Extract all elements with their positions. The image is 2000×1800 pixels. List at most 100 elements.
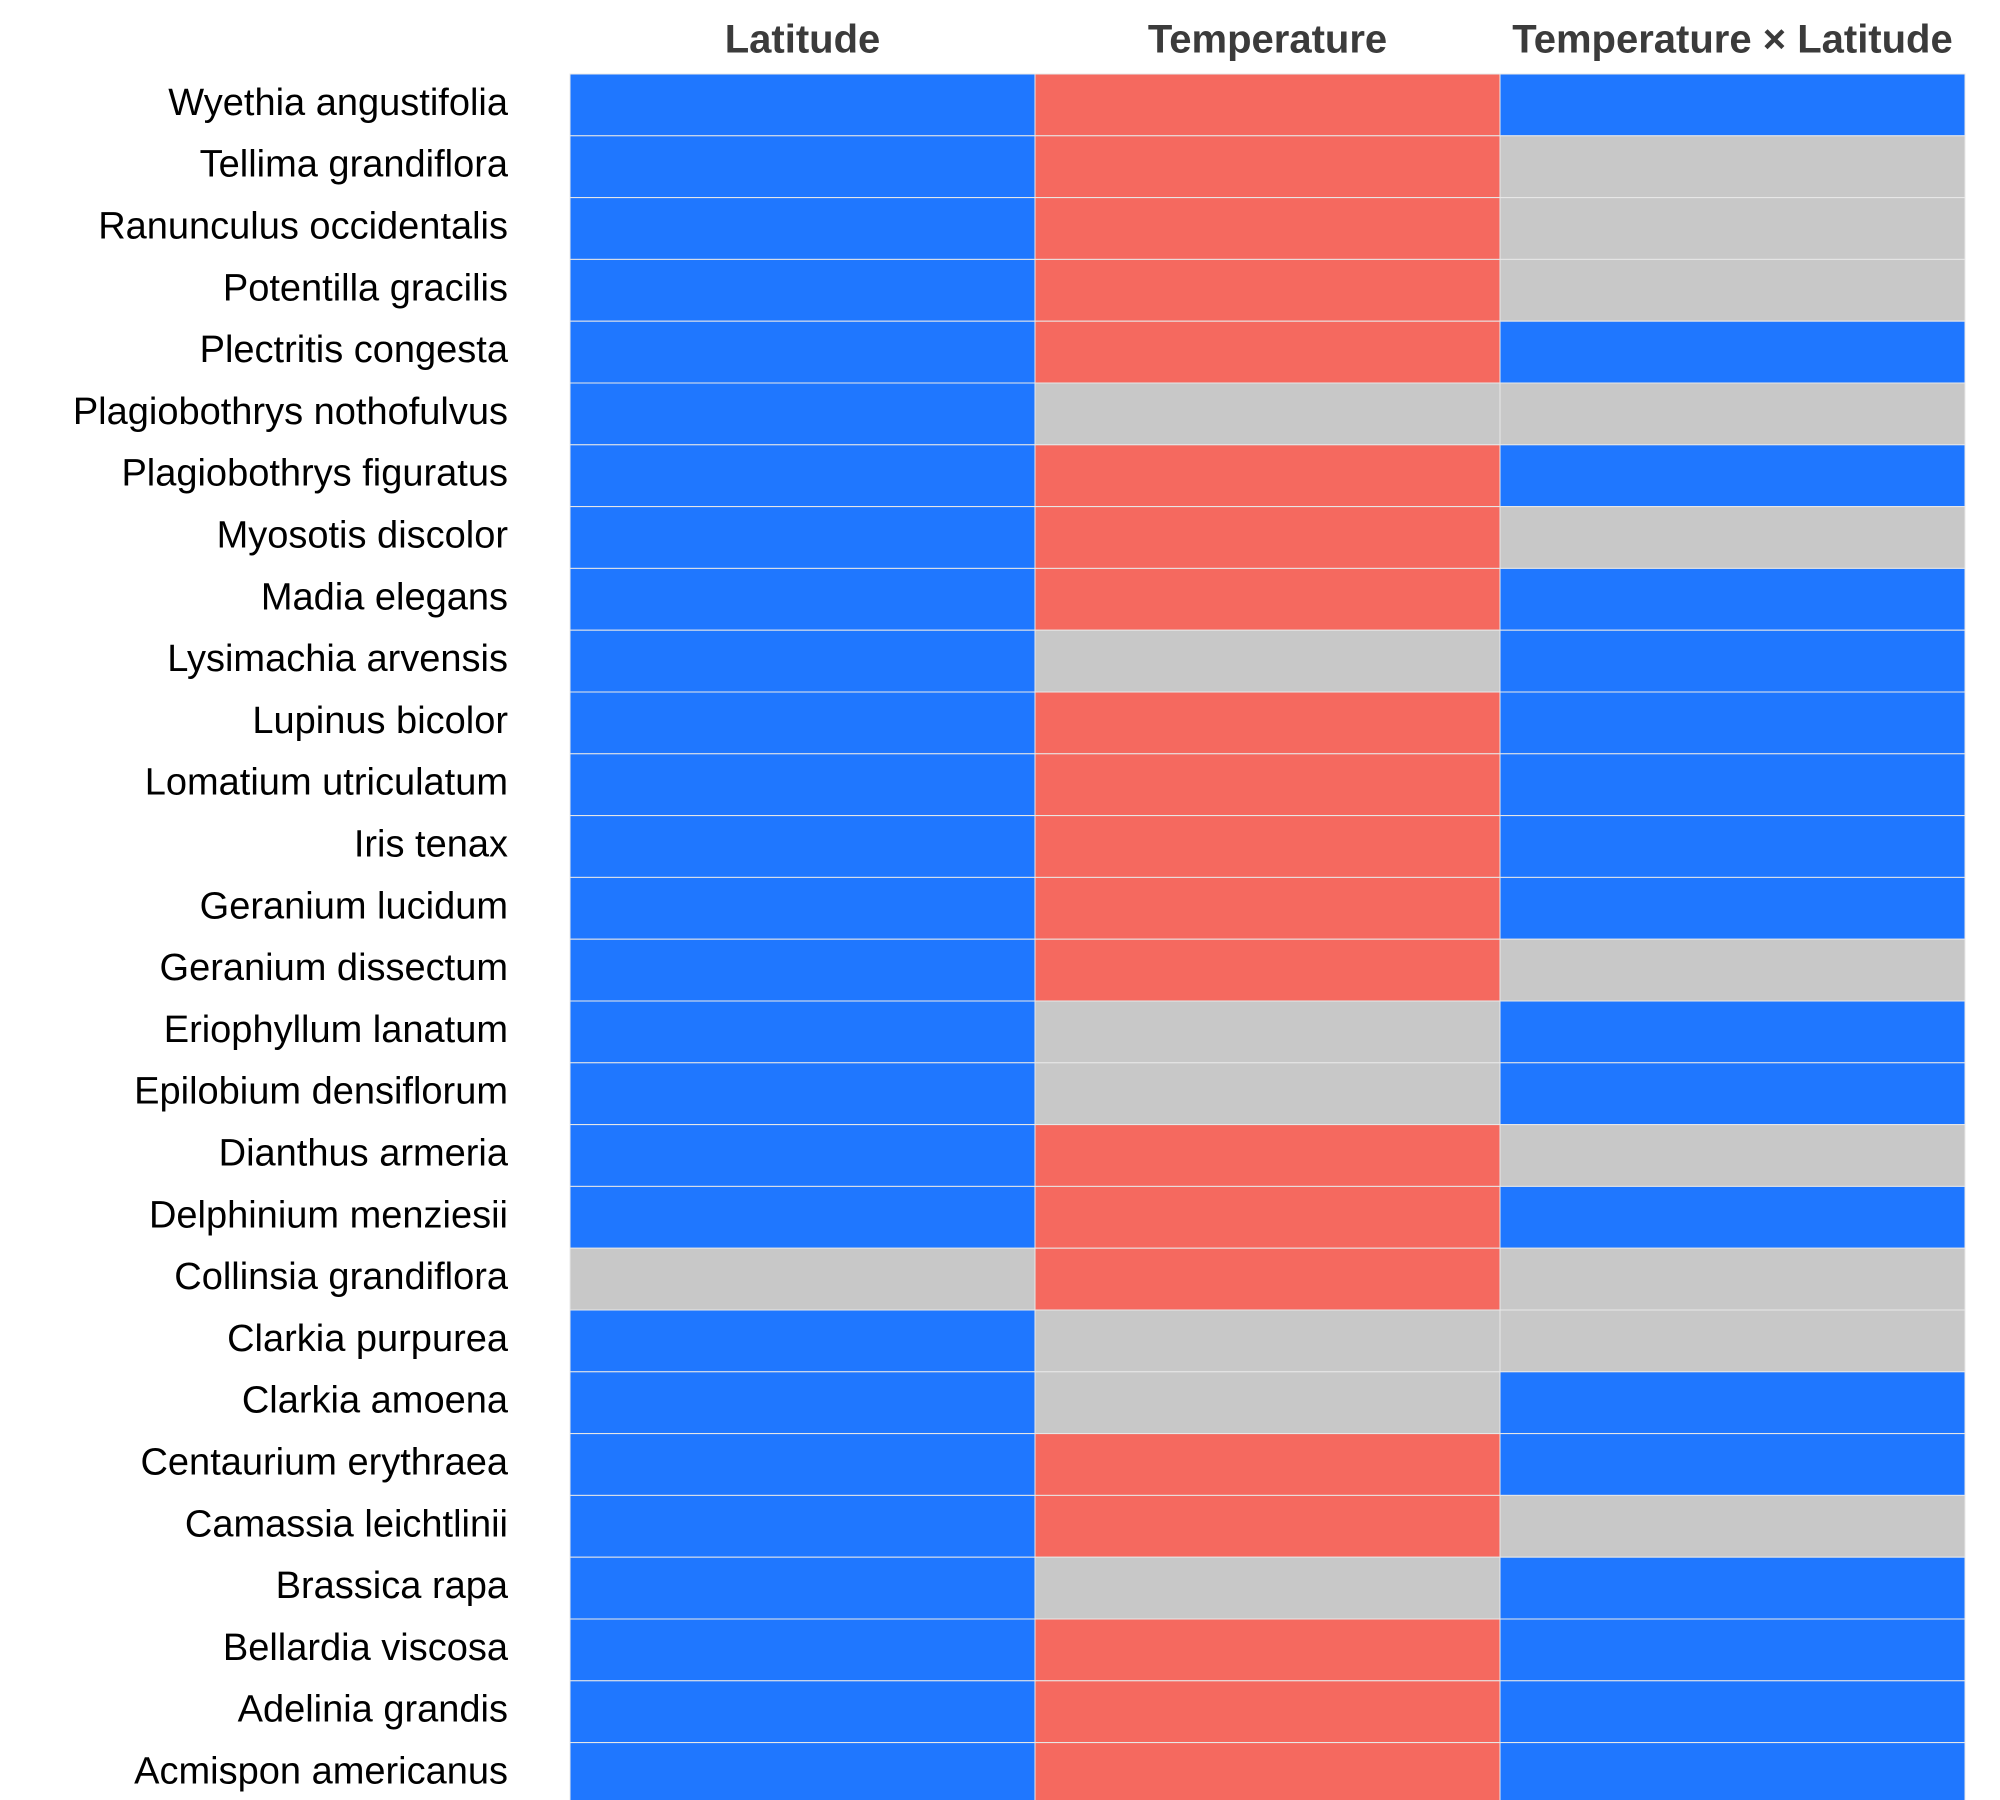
heatmap-cell (569, 135, 1036, 199)
heatmap-cell (1034, 1185, 1501, 1249)
heatmap-cell (1499, 815, 1966, 878)
heatmap-cell (569, 382, 1036, 446)
heatmap-cell (1499, 506, 1966, 569)
heatmap-cell (569, 1371, 1036, 1435)
heatmap-cell (1499, 1000, 1966, 1064)
heatmap-cell (1034, 753, 1501, 817)
heatmap-cell (569, 444, 1036, 508)
heatmap-cell (569, 876, 1036, 940)
heatmap-cell (1034, 629, 1501, 693)
heatmap-cell (569, 1556, 1036, 1620)
row-label: Plagiobothrys nothofulvus (73, 391, 508, 433)
heatmap-cell (569, 197, 1036, 260)
row-label: Brassica rapa (276, 1565, 509, 1607)
heatmap-cell (1499, 691, 1966, 755)
heatmap-cell (1499, 444, 1966, 508)
heatmap-cell (1034, 1309, 1501, 1373)
heatmap-cell (1034, 73, 1501, 137)
heatmap-cell (569, 1000, 1036, 1064)
row-label: Tellima grandiflora (200, 144, 509, 186)
heatmap-cell (1034, 1556, 1501, 1620)
heatmap-cell (1034, 938, 1501, 1002)
heatmap-cell (1499, 73, 1966, 137)
row-label: Epilobium densiflorum (134, 1071, 508, 1113)
row-label: Clarkia purpurea (227, 1318, 509, 1360)
row-label: Iris tenax (354, 824, 508, 866)
heatmap-cell (1034, 506, 1501, 569)
row-label: Geranium dissectum (160, 947, 508, 989)
row-label: Bellardia viscosa (223, 1627, 509, 1669)
heatmap-cell (1034, 320, 1501, 384)
row-label: Lomatium utriculatum (145, 762, 508, 804)
heatmap-cell (569, 1062, 1036, 1126)
heatmap-cell (1499, 320, 1966, 384)
heatmap-cell (569, 938, 1036, 1002)
heatmap-cell (1034, 815, 1501, 878)
heatmap-cell (569, 320, 1036, 384)
heatmap-cell (1034, 1247, 1501, 1311)
heatmap-cell (1499, 1185, 1966, 1249)
heatmap-cell (1499, 753, 1966, 817)
heatmap-cell (1034, 1000, 1501, 1064)
row-label: Adelinia grandis (238, 1689, 508, 1731)
column-label: Temperature (1148, 18, 1387, 62)
heatmap-cell (1034, 1494, 1501, 1558)
heatmap-cell (569, 753, 1036, 817)
heatmap-cell (569, 258, 1036, 322)
heatmap-cell (1499, 1371, 1966, 1435)
heatmap-cell (1499, 1742, 1966, 1800)
heatmap-cell (1499, 135, 1966, 199)
row-label: Wyethia angustifolia (168, 82, 509, 124)
heatmap-cell (569, 1680, 1036, 1744)
heatmap-cell (569, 629, 1036, 693)
heatmap-cell (569, 1433, 1036, 1496)
heatmap-cell (1499, 1556, 1966, 1620)
row-label: Plagiobothrys figuratus (121, 453, 508, 495)
row-label: Madia elegans (261, 576, 508, 618)
row-label: Lysimachia arvensis (167, 638, 508, 680)
row-label: Geranium lucidum (200, 885, 508, 927)
heatmap-cell (1034, 1618, 1501, 1682)
heatmap-cell (1499, 1618, 1966, 1682)
heatmap-cell (1034, 567, 1501, 631)
row-label: Plectritis congesta (200, 329, 509, 371)
column-label: Temperature × Latitude (1512, 18, 1952, 62)
heatmap-cell (569, 1185, 1036, 1249)
heatmap-cell (1499, 1680, 1966, 1744)
row-label: Myosotis discolor (217, 515, 509, 557)
heatmap-cell (569, 815, 1036, 878)
heatmap-cell (1499, 1309, 1966, 1373)
heatmap-cell (1034, 876, 1501, 940)
heatmap-cell (569, 691, 1036, 755)
heatmap-cells (569, 73, 1966, 1800)
heatmap-cell (1499, 382, 1966, 446)
heatmap-cell (569, 506, 1036, 569)
row-label: Potentilla gracilis (223, 267, 508, 309)
heatmap-cell (1499, 1494, 1966, 1558)
heatmap-cell (1034, 135, 1501, 199)
heatmap-cell (569, 1494, 1036, 1558)
heatmap-cell (1499, 629, 1966, 693)
heatmap-cell (569, 1742, 1036, 1800)
row-label: Centaurium erythraea (140, 1442, 508, 1484)
heatmap-cell (1034, 1742, 1501, 1800)
heatmap-cell (1499, 197, 1966, 260)
heatmap-cell (569, 1309, 1036, 1373)
heatmap-cell (1499, 1062, 1966, 1126)
row-label: Ranunculus occidentalis (98, 206, 508, 248)
row-label: Lupinus bicolor (252, 700, 508, 742)
row-label: Dianthus armeria (219, 1133, 509, 1175)
heatmap-cell (1034, 1062, 1501, 1126)
row-label: Eriophyllum lanatum (164, 1009, 508, 1051)
column-label: Latitude (725, 18, 881, 62)
heatmap-cell (569, 567, 1036, 631)
heatmap-cell (1499, 876, 1966, 940)
heatmap-cell (1499, 1433, 1966, 1496)
heatmap-cell (1499, 567, 1966, 631)
row-label: Acmispon americanus (134, 1751, 508, 1793)
heatmap-cell (569, 73, 1036, 137)
heatmap-cell (1034, 258, 1501, 322)
heatmap-cell (1034, 1371, 1501, 1435)
column-labels: Latitude Temperature Temperature × Latitud… (725, 18, 1953, 62)
